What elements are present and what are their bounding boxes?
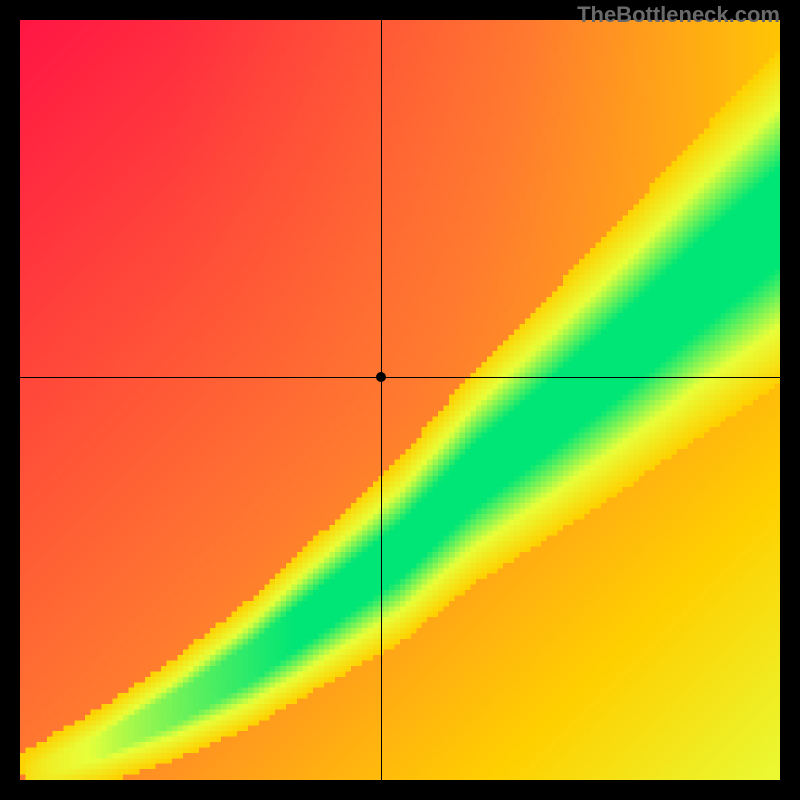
plot-area [20,20,780,780]
watermark-text: TheBottleneck.com [577,2,780,28]
bottleneck-heatmap [20,20,780,780]
chart-container: { "watermark": { "text": "TheBottleneck.… [0,0,800,800]
crosshair-horizontal [20,377,780,378]
crosshair-vertical [381,20,382,780]
selection-marker [376,372,386,382]
